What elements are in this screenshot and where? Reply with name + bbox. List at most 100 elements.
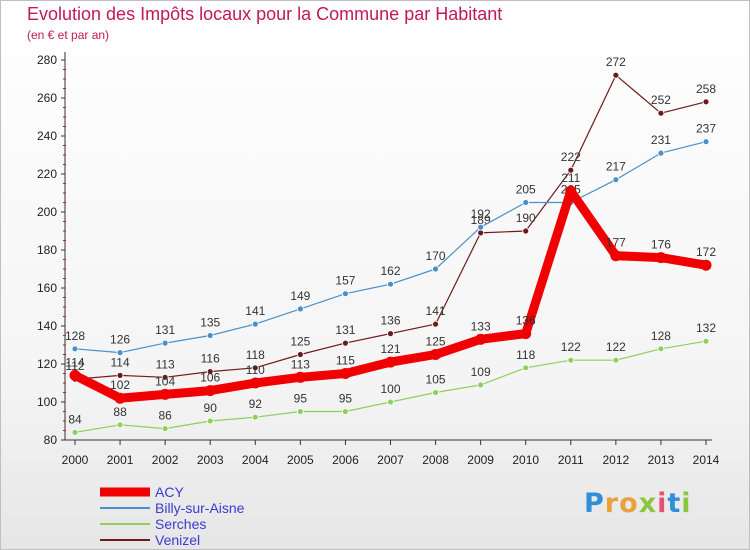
- data-point-serches: [387, 398, 394, 406]
- data-point-serches: [477, 381, 485, 389]
- data-point-serches: [432, 389, 439, 396]
- data-label-acy: 110: [246, 363, 265, 377]
- data-label-acy: 172: [696, 245, 716, 259]
- data-point-serches: [71, 428, 79, 436]
- data-point-venizel: [657, 109, 665, 117]
- data-label-venizel: 190: [516, 211, 536, 225]
- data-point-billy-sur-aisne: [657, 149, 665, 157]
- data-point-acy: [475, 333, 487, 345]
- data-label-billy-sur-aisne: 237: [696, 122, 716, 136]
- data-label-venizel: 258: [696, 82, 716, 96]
- y-tick-label: 240: [37, 129, 57, 143]
- y-tick-label: 200: [37, 205, 57, 219]
- data-point-acy: [159, 388, 171, 400]
- data-label-serches: 128: [651, 329, 671, 343]
- y-tick-label: 220: [37, 167, 57, 181]
- data-point-billy-sur-aisne: [522, 199, 530, 206]
- data-point-venizel: [567, 166, 575, 174]
- y-tick-label: 180: [37, 243, 57, 257]
- data-label-venizel: 114: [111, 355, 130, 369]
- data-point-billy-sur-aisne: [477, 223, 485, 231]
- data-point-acy: [430, 349, 442, 360]
- data-label-serches: 109: [471, 365, 491, 379]
- x-tick-label: 2002: [152, 453, 179, 467]
- data-label-serches: 132: [696, 321, 716, 335]
- data-point-venizel: [477, 229, 485, 237]
- data-point-venizel: [522, 227, 530, 235]
- data-point-billy-sur-aisne: [387, 280, 394, 288]
- data-point-billy-sur-aisne: [702, 138, 710, 146]
- data-point-serches: [161, 425, 169, 433]
- x-tick-label: 2014: [693, 453, 720, 467]
- data-label-serches: 100: [380, 382, 400, 396]
- data-label-serches: 92: [249, 397, 263, 411]
- data-label-venizel: 131: [335, 323, 355, 337]
- data-point-acy: [700, 259, 712, 271]
- data-label-acy: 106: [200, 371, 220, 385]
- x-tick-label: 2008: [422, 453, 449, 467]
- data-label-venizel: 116: [201, 352, 220, 366]
- y-tick-label: 120: [37, 357, 57, 371]
- data-label-billy-sur-aisne: 149: [290, 289, 310, 303]
- legend-label-billy-sur-aisne: Billy-sur-Aisne: [155, 500, 245, 516]
- data-point-serches: [702, 337, 710, 345]
- data-label-acy: 136: [516, 314, 536, 328]
- data-label-serches: 90: [204, 401, 218, 415]
- data-label-billy-sur-aisne: 170: [426, 249, 446, 263]
- data-label-serches: 95: [294, 392, 308, 406]
- data-label-acy: 114: [65, 355, 84, 369]
- data-label-venizel: 272: [606, 55, 626, 69]
- data-point-venizel: [702, 98, 710, 106]
- data-point-acy: [565, 185, 577, 197]
- data-point-serches: [116, 421, 124, 429]
- data-label-billy-sur-aisne: 141: [245, 304, 265, 318]
- data-point-acy: [204, 385, 216, 397]
- data-point-venizel: [296, 351, 304, 358]
- data-point-acy: [114, 392, 126, 404]
- proxiti-logo: Proxiti: [584, 488, 692, 519]
- data-label-acy: 113: [291, 357, 310, 371]
- data-label-venizel: 189: [471, 213, 491, 227]
- data-label-billy-sur-aisne: 126: [110, 333, 130, 347]
- data-point-venizel: [116, 371, 124, 379]
- data-point-venizel: [161, 373, 169, 381]
- data-label-venizel: 136: [380, 314, 400, 328]
- data-label-billy-sur-aisne: 205: [516, 183, 536, 197]
- data-label-billy-sur-aisne: 131: [155, 323, 175, 337]
- data-label-serches: 122: [561, 340, 581, 354]
- y-tick-label: 140: [37, 319, 57, 333]
- data-label-venizel: 112: [65, 359, 84, 373]
- data-point-billy-sur-aisne: [432, 265, 439, 273]
- data-point-venizel: [387, 330, 394, 338]
- data-label-serches: 88: [113, 405, 127, 419]
- data-label-acy: 104: [155, 374, 175, 388]
- x-tick-label: 2007: [377, 453, 404, 467]
- x-tick-label: 2003: [197, 453, 224, 467]
- data-label-venizel: 222: [561, 150, 581, 164]
- data-point-serches: [296, 408, 304, 415]
- data-point-billy-sur-aisne: [342, 290, 349, 298]
- data-point-acy: [610, 250, 622, 262]
- data-point-serches: [206, 417, 214, 425]
- data-point-billy-sur-aisne: [161, 339, 169, 347]
- data-label-serches: 84: [68, 412, 82, 426]
- data-point-acy: [385, 356, 396, 368]
- data-label-venizel: 125: [290, 335, 310, 349]
- data-point-acy: [339, 368, 351, 379]
- data-label-acy: 211: [561, 171, 580, 185]
- x-tick-label: 2012: [603, 453, 630, 467]
- data-point-billy-sur-aisne: [206, 332, 214, 339]
- data-label-billy-sur-aisne: 231: [651, 133, 671, 147]
- data-point-acy: [655, 252, 667, 264]
- data-point-serches: [657, 345, 665, 353]
- data-point-acy: [69, 369, 81, 381]
- data-point-serches: [342, 408, 349, 415]
- data-label-acy: 115: [336, 354, 355, 368]
- data-point-billy-sur-aisne: [251, 320, 259, 328]
- data-point-billy-sur-aisne: [612, 176, 620, 184]
- data-label-venizel: 252: [651, 93, 671, 107]
- y-tick-label: 260: [37, 91, 57, 105]
- data-label-billy-sur-aisne: 128: [65, 329, 85, 343]
